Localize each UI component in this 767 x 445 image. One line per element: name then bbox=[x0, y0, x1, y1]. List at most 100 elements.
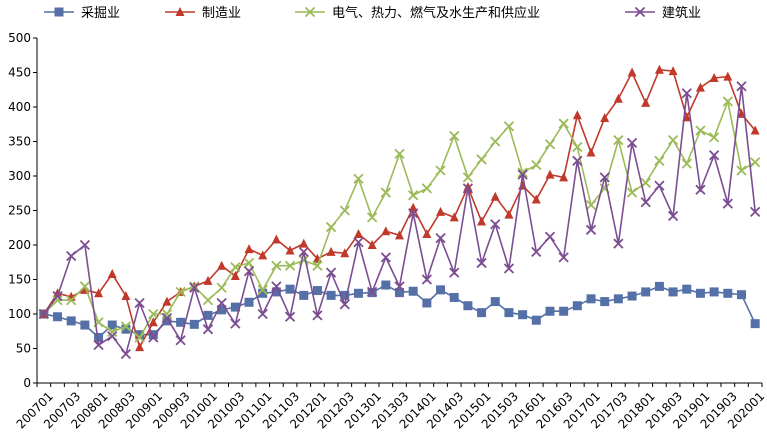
data-point bbox=[189, 282, 200, 293]
data-point bbox=[736, 165, 747, 176]
data-point bbox=[695, 184, 706, 195]
data-point bbox=[682, 284, 692, 294]
data-point bbox=[477, 308, 487, 318]
data-point bbox=[161, 313, 173, 324]
series-4 bbox=[38, 81, 761, 360]
data-point bbox=[490, 219, 501, 230]
data-point bbox=[654, 155, 665, 166]
data-point bbox=[572, 110, 582, 120]
data-point bbox=[353, 173, 364, 184]
data-point bbox=[408, 190, 419, 201]
legend-marker bbox=[54, 7, 64, 17]
data-point bbox=[531, 246, 542, 258]
data-point bbox=[94, 288, 104, 298]
legend-label: 采掘业 bbox=[81, 6, 120, 21]
data-point bbox=[353, 228, 363, 238]
data-point bbox=[681, 88, 692, 99]
data-point bbox=[120, 348, 132, 360]
data-point bbox=[312, 310, 323, 321]
data-point bbox=[135, 342, 145, 352]
legend-label: 制造业 bbox=[202, 6, 241, 21]
data-point bbox=[299, 290, 309, 300]
data-point bbox=[271, 287, 281, 297]
data-point bbox=[367, 240, 377, 249]
data-point bbox=[325, 221, 337, 233]
data-point bbox=[708, 150, 720, 161]
series-3 bbox=[38, 96, 761, 343]
data-point bbox=[107, 268, 117, 278]
data-point bbox=[203, 275, 213, 285]
data-point bbox=[641, 97, 651, 107]
data-point bbox=[654, 281, 664, 291]
data-point bbox=[422, 298, 432, 308]
data-point bbox=[531, 194, 541, 204]
data-point bbox=[490, 191, 500, 201]
data-point bbox=[148, 308, 159, 320]
data-point bbox=[627, 291, 637, 301]
data-point bbox=[121, 324, 131, 334]
data-point bbox=[504, 308, 514, 318]
data-point bbox=[586, 294, 596, 304]
data-point bbox=[381, 280, 391, 290]
data-point bbox=[531, 315, 541, 325]
data-point bbox=[477, 216, 487, 226]
data-point bbox=[53, 312, 63, 322]
data-point bbox=[517, 169, 528, 180]
data-point bbox=[244, 297, 254, 307]
data-point bbox=[709, 287, 719, 297]
data-point bbox=[736, 108, 746, 118]
data-point bbox=[312, 286, 322, 296]
data-point bbox=[476, 154, 487, 165]
data-point bbox=[627, 67, 637, 77]
data-point bbox=[750, 319, 760, 329]
data-point bbox=[161, 308, 173, 320]
data-point bbox=[285, 245, 295, 255]
data-point bbox=[654, 180, 665, 191]
data-point bbox=[353, 237, 364, 248]
data-point bbox=[558, 252, 569, 263]
data-point bbox=[462, 172, 474, 183]
data-point bbox=[243, 266, 255, 277]
legend-label: 建筑业 bbox=[662, 5, 701, 21]
data-point bbox=[518, 310, 528, 320]
data-point bbox=[572, 141, 583, 153]
data-point bbox=[585, 199, 597, 211]
data-point bbox=[449, 212, 459, 222]
data-point bbox=[202, 295, 214, 306]
data-point bbox=[66, 316, 76, 326]
data-point bbox=[257, 284, 268, 295]
data-point bbox=[79, 281, 91, 292]
data-point bbox=[80, 320, 90, 330]
data-point bbox=[203, 310, 213, 320]
data-point bbox=[380, 187, 391, 198]
data-point bbox=[408, 208, 419, 219]
data-point bbox=[148, 330, 158, 340]
data-point bbox=[722, 96, 733, 107]
y-tick-label: 450 bbox=[8, 66, 31, 80]
data-point bbox=[572, 301, 582, 311]
data-point bbox=[121, 291, 131, 301]
y-tick-label: 350 bbox=[8, 135, 31, 149]
data-point bbox=[559, 306, 569, 316]
legend-item: 电气、热力、燃气及水生产和供应业 bbox=[295, 5, 540, 21]
data-point bbox=[271, 260, 282, 271]
data-point bbox=[243, 257, 255, 269]
data-point bbox=[395, 288, 404, 298]
data-point bbox=[79, 239, 91, 251]
y-tick-label: 150 bbox=[8, 273, 31, 287]
data-point bbox=[408, 286, 418, 296]
data-point bbox=[668, 66, 678, 76]
data-point bbox=[436, 285, 446, 295]
data-point bbox=[490, 297, 500, 307]
data-point bbox=[723, 288, 733, 298]
data-point bbox=[462, 183, 474, 194]
data-point bbox=[681, 158, 692, 169]
data-point bbox=[325, 267, 337, 278]
data-point bbox=[107, 320, 117, 330]
data-point bbox=[435, 165, 446, 176]
data-point bbox=[176, 317, 186, 327]
data-point bbox=[189, 319, 199, 329]
data-point bbox=[367, 212, 378, 223]
data-point bbox=[107, 326, 118, 338]
data-point bbox=[394, 281, 405, 292]
